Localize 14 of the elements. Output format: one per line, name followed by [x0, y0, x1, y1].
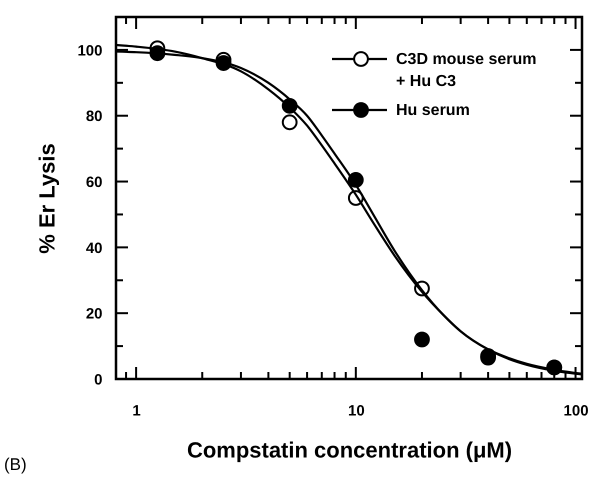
y-tick-label: 80 [86, 108, 102, 126]
y-tick-label: 0 [94, 372, 102, 388]
text: (B) [4, 455, 27, 474]
legend-label: Hu serum [396, 102, 470, 119]
x-tick-label: 100 [564, 402, 589, 420]
x-tick-label: 10 [348, 402, 365, 420]
x-axis-title: Compstatin concentration (μM) [186, 438, 512, 462]
y-tick-label: 100 [77, 42, 102, 60]
y-tick-label: 20 [86, 306, 102, 323]
legend-label: C3D mouse serum + Hu C3 [396, 51, 536, 90]
y-tick-label: 60 [86, 174, 102, 192]
y-tick-label: 40 [86, 240, 102, 257]
x-tick-label: 1 [132, 402, 141, 420]
y-axis-title: % Er Lysis [34, 143, 60, 254]
